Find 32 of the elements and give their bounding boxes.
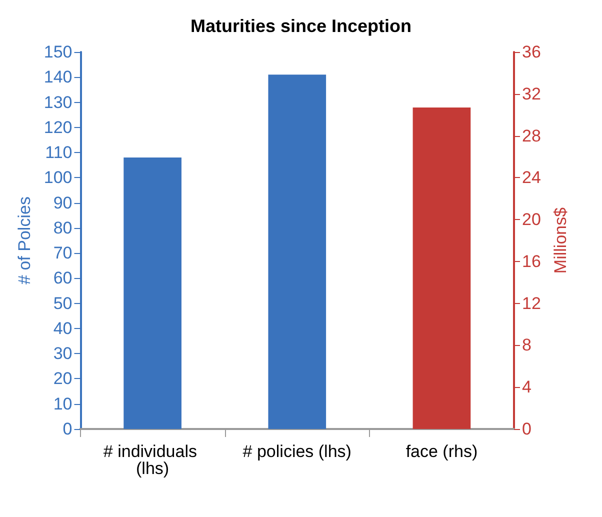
y2-tick-label: 0 [522,420,532,438]
y-tick-label: 60 [53,268,72,288]
y2-tick-label: 24 [522,168,541,188]
y2-axis-title: Millions$ [550,206,570,274]
y2-tick-label: 12 [522,294,541,313]
y-tick-label: 120 [44,118,72,137]
y-tick-label: 0 [62,420,72,438]
y2-tick-label: 36 [522,42,541,62]
y-tick-label: 30 [53,344,72,364]
y-tick-label: 100 [44,168,72,188]
y2-tick-label: 32 [522,84,541,104]
y2-tick-label: 4 [522,378,532,397]
x-tick-label: # individuals (lhs) [103,442,202,478]
y-tick-label: 90 [53,193,72,212]
y-tick-label: 70 [53,244,72,263]
y2-tick-label: 28 [522,126,541,146]
y-tick-label: 140 [44,68,72,87]
y2-tick-label: 20 [522,210,541,230]
y-axis-title: # of Polcies [15,196,34,284]
y-tick-label: 10 [53,394,72,414]
y2-tick-label: 16 [522,252,541,271]
y-tick-label: 50 [53,294,72,313]
y-tick-label: 20 [53,369,72,388]
x-tick-label: face (rhs) [406,442,478,461]
y-tick-label: 110 [45,143,72,162]
y-tick-label: 80 [53,218,72,238]
chart-title: Maturities since Inception [190,16,412,36]
y2-tick-label: 8 [522,336,532,355]
y-tick-label: 150 [44,42,72,62]
y-tick-label: 130 [44,92,72,112]
x-tick-label: # policies (lhs) [242,442,352,461]
y-tick-label: 40 [53,318,72,338]
